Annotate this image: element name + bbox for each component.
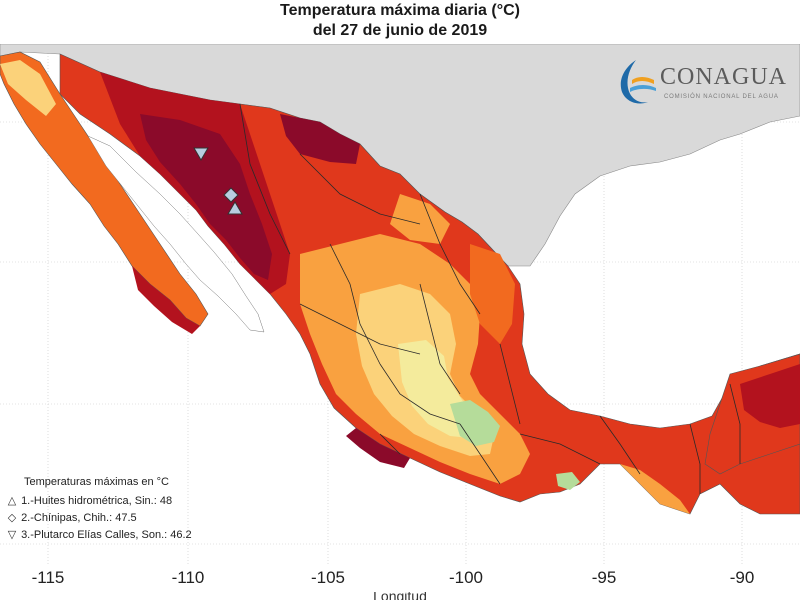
chiapas-mild bbox=[620, 464, 690, 514]
legend-item-1: △ 1.-Huites hidrométrica, Sin.: 48 bbox=[6, 494, 172, 507]
temperature-map bbox=[0, 44, 800, 564]
sonora-very-hot bbox=[140, 114, 272, 280]
title-line-1: Temperatura máxima diaria (°C) bbox=[280, 2, 520, 19]
baja-north-cool bbox=[0, 60, 56, 116]
x-tick-label: -90 bbox=[729, 568, 755, 587]
state-borders bbox=[239, 103, 741, 494]
marker-huites bbox=[227, 201, 243, 215]
gulf-of-california bbox=[87, 135, 265, 333]
marker-plutarco-elias-calles bbox=[193, 147, 209, 161]
yucatan-hot bbox=[740, 364, 800, 428]
legend-item-3: ▽ 3.-Plutarco Elías Calles, Son.: 46.2 bbox=[6, 528, 192, 541]
legend-item-text: 1.-Huites hidrométrica, Sin.: 48 bbox=[21, 495, 173, 507]
x-tick-label: -95 bbox=[591, 568, 617, 587]
legend-item-text: 3.-Plutarco Elías Calles, Son.: 46.2 bbox=[21, 529, 192, 541]
triangle-down-icon: ▽ bbox=[7, 529, 17, 541]
chihuahua-very-hot bbox=[280, 114, 360, 164]
x-axis-label: Longitud bbox=[373, 592, 427, 600]
oaxaca-coolest bbox=[556, 472, 580, 490]
map-canvas bbox=[0, 44, 800, 564]
station-markers bbox=[193, 147, 243, 215]
diamond-icon: ◇ bbox=[7, 512, 17, 524]
logo-name: CONAGUA bbox=[660, 64, 787, 90]
central-highlands-coolest bbox=[450, 400, 500, 446]
conagua-logo: CONAGUA COMISIÓN NACIONAL DEL AGUA bbox=[614, 58, 800, 114]
title-line-2: del 27 de junio de 2019 bbox=[312, 22, 488, 39]
triangle-up-icon: △ bbox=[7, 495, 17, 507]
baja-south-hot bbox=[132, 266, 200, 334]
x-tick-label: -110 bbox=[171, 568, 205, 587]
x-axis: -115 -110 -105 -100 -95 -90 bbox=[0, 566, 800, 600]
conagua-emblem-icon bbox=[620, 60, 656, 104]
coast-very-hot bbox=[346, 428, 410, 468]
x-tick-label: -105 bbox=[310, 568, 346, 587]
logo-subtitle: COMISIÓN NACIONAL DEL AGUA bbox=[664, 94, 779, 100]
gulf-coast-mild bbox=[470, 244, 515, 344]
marker-chinipas bbox=[223, 187, 239, 203]
x-tick-label: -115 bbox=[31, 568, 65, 587]
x-tick-label: -100 bbox=[448, 568, 484, 587]
legend-item-text: 2.-Chínipas, Chih.: 47.5 bbox=[21, 512, 137, 524]
legend-item-2: ◇ 2.-Chínipas, Chih.: 47.5 bbox=[6, 511, 137, 524]
legend-title: Temperaturas máximas en °C bbox=[24, 476, 170, 488]
